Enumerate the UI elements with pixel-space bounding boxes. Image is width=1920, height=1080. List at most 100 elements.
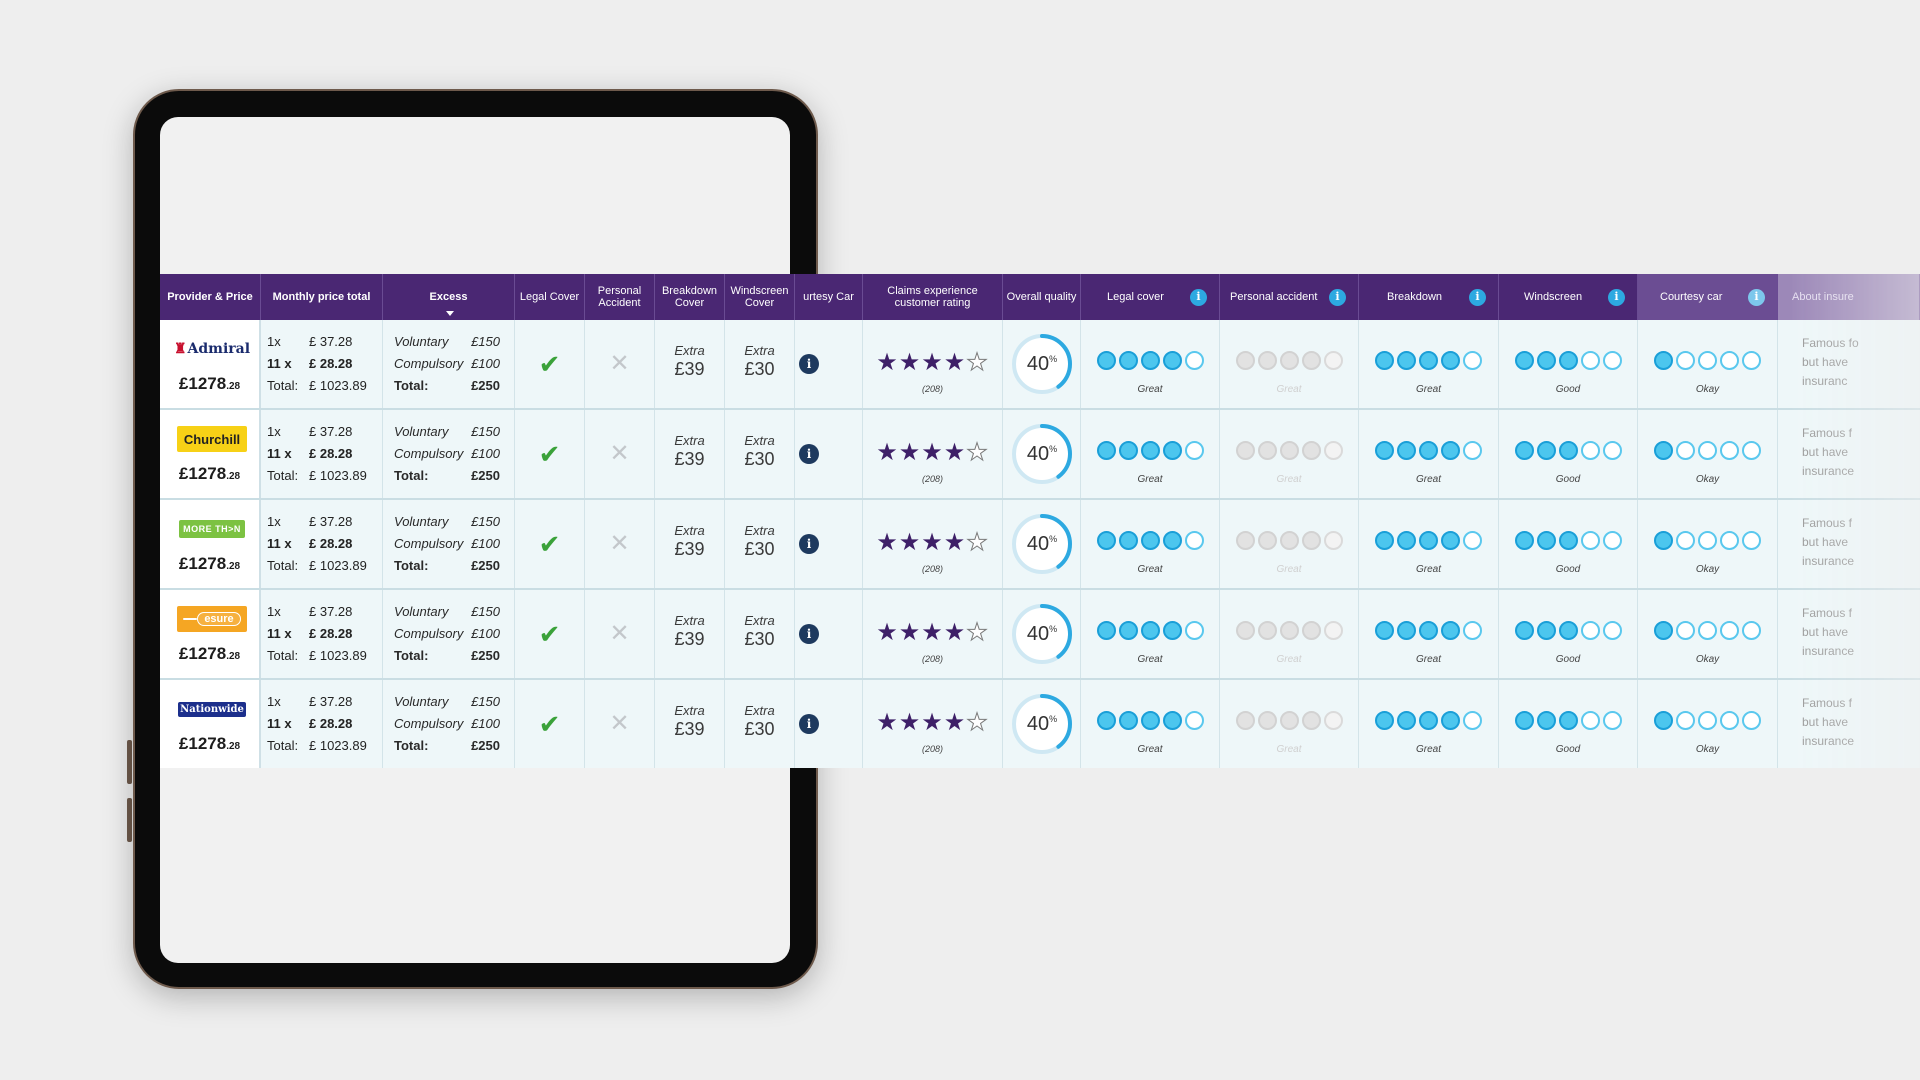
claims-rating-cell: ★★★★★ (208)	[863, 680, 1003, 768]
about-text: Famous fo but have insuranc	[1802, 334, 1859, 391]
provider-cell[interactable]: Nationwide £1278.28	[160, 680, 261, 768]
header-overall[interactable]: Overall quality	[1003, 274, 1081, 320]
header-rating-legal[interactable]: Legal cover i	[1081, 274, 1220, 320]
rating-circle-icon	[1419, 351, 1438, 370]
circle-rating	[1220, 531, 1358, 550]
excess-label: Compulsory	[394, 626, 464, 641]
rating-circle-icon	[1536, 441, 1556, 460]
header-about[interactable]: About insure	[1778, 274, 1920, 320]
tablet-volume-button	[127, 740, 132, 784]
sort-arrow-icon	[445, 311, 454, 316]
rating-circle-icon	[1118, 711, 1138, 730]
header-breakdown[interactable]: Breakdown Cover	[655, 274, 725, 320]
info-icon[interactable]: i	[799, 534, 819, 554]
rating-circle-icon	[1441, 531, 1460, 550]
header-breakdown-label: Breakdown Cover	[661, 285, 718, 309]
monthly-line: 1x £ 37.28	[267, 334, 377, 350]
monthly-label: 1x	[267, 514, 281, 529]
monthly-value: £ 28.28	[309, 716, 353, 731]
info-icon[interactable]: i	[799, 624, 819, 644]
price-main: £1278	[178, 374, 227, 393]
price-pence: .28	[226, 651, 241, 662]
info-icon[interactable]: i	[1190, 288, 1207, 306]
monthly-value: £ 37.28	[309, 424, 353, 439]
rating-circle-icon	[1235, 621, 1255, 640]
provider-cell[interactable]: esure £1278.28	[160, 590, 261, 678]
excess-line: Compulsory £100	[394, 626, 500, 642]
monthly-value: £ 37.28	[309, 694, 353, 709]
logo-text: MORE TH>N	[183, 524, 241, 534]
monthly-line: Total: £ 1023.89	[267, 378, 377, 394]
rating-circle-icon	[1279, 711, 1299, 730]
rating-circle-icon	[1235, 441, 1255, 460]
monthly-label: 1x	[267, 334, 281, 349]
excess-label: Total:	[394, 648, 429, 663]
rating-circle-icon	[1235, 531, 1255, 550]
rating-label: Great	[1137, 474, 1163, 485]
excess-label: Voluntary	[394, 424, 449, 439]
rating-circle-icon	[1235, 711, 1255, 730]
review-count: (208)	[921, 654, 943, 664]
windscreen-rating-cell: Good	[1499, 590, 1638, 678]
rating-circle-icon	[1742, 531, 1761, 550]
rating-circle-icon	[1118, 441, 1138, 460]
rating-circle-icon	[1514, 351, 1534, 370]
monthly-value: £ 1023.89	[309, 378, 367, 393]
info-icon[interactable]: i	[799, 354, 819, 374]
rating-circle-icon	[1397, 441, 1416, 460]
about-line: insurance	[1802, 554, 1855, 568]
excess-line: Voluntary £150	[394, 334, 500, 350]
header-personal[interactable]: Personal Accident	[585, 274, 655, 320]
breakdown-rating-cell: Great	[1359, 410, 1499, 498]
quality-value: 40%	[1010, 512, 1074, 576]
header-rating-windscreen[interactable]: Windscreen i	[1499, 274, 1638, 320]
rating-label: Great	[1415, 564, 1441, 575]
header-courtesy[interactable]: urtesy Car	[795, 274, 863, 320]
quality-unit: %	[1049, 624, 1058, 634]
header-windscreen[interactable]: Windscreen Cover	[725, 274, 795, 320]
courtesy-car-cell: i	[795, 320, 863, 408]
header-excess[interactable]: Excess	[383, 274, 515, 320]
rating-circle-icon	[1463, 351, 1482, 370]
rating-label: Great	[1415, 744, 1441, 755]
rating-circle-icon	[1184, 711, 1204, 730]
extra-value: £39	[674, 629, 705, 649]
header-claims[interactable]: Claims experience customer rating	[863, 274, 1003, 320]
info-icon[interactable]: i	[1608, 288, 1625, 306]
courtesy-rating-cell: Okay	[1638, 320, 1778, 408]
personal-accident-cell: ✕	[585, 320, 655, 408]
provider-cell[interactable]: MORE TH>N £1278.28	[160, 500, 261, 588]
star-icon: ★	[876, 529, 899, 556]
header-provider[interactable]: Provider & Price	[160, 274, 261, 320]
about-line: but have	[1802, 355, 1849, 369]
info-icon[interactable]: i	[799, 444, 819, 464]
star-icon: ★	[943, 349, 967, 376]
star-icon: ★	[943, 619, 967, 646]
excess-line: Total: £250	[394, 738, 500, 754]
info-icon[interactable]: i	[1469, 288, 1486, 306]
header-rating-personal[interactable]: Personal accident i	[1220, 274, 1359, 320]
header-rating-breakdown[interactable]: Breakdown i	[1359, 274, 1499, 320]
header-rating-courtesy[interactable]: Courtesy car i	[1638, 274, 1778, 320]
rating-circle-icon	[1096, 531, 1116, 550]
info-icon[interactable]: i	[1748, 288, 1765, 306]
circle-rating	[1499, 711, 1637, 730]
header-legal[interactable]: Legal Cover	[515, 274, 585, 320]
review-count: (208)	[921, 474, 943, 484]
table-row: MORE TH>N £1278.28 1x £ 37.28 11 x £ 28.28…	[160, 500, 1920, 590]
info-icon[interactable]: i	[799, 714, 819, 734]
star-rating: ★★★★★	[863, 708, 1002, 737]
excess-line: Compulsory £100	[394, 356, 500, 372]
provider-cell[interactable]: ♜ Admiral £1278.28	[160, 320, 261, 408]
circle-rating	[1638, 351, 1777, 370]
header-monthly[interactable]: Monthly price total	[261, 274, 383, 320]
quality-unit: %	[1049, 354, 1058, 364]
provider-cell[interactable]: Churchill £1278.28	[160, 410, 261, 498]
star-rating: ★★★★★	[863, 438, 1002, 467]
rating-circle-icon	[1720, 441, 1739, 460]
star-icon: ★	[943, 529, 967, 556]
rating-label: Good	[1555, 564, 1581, 575]
rating-circle-icon	[1514, 531, 1534, 550]
personal-accident-cell: ✕	[585, 500, 655, 588]
info-icon[interactable]: i	[1329, 288, 1346, 306]
